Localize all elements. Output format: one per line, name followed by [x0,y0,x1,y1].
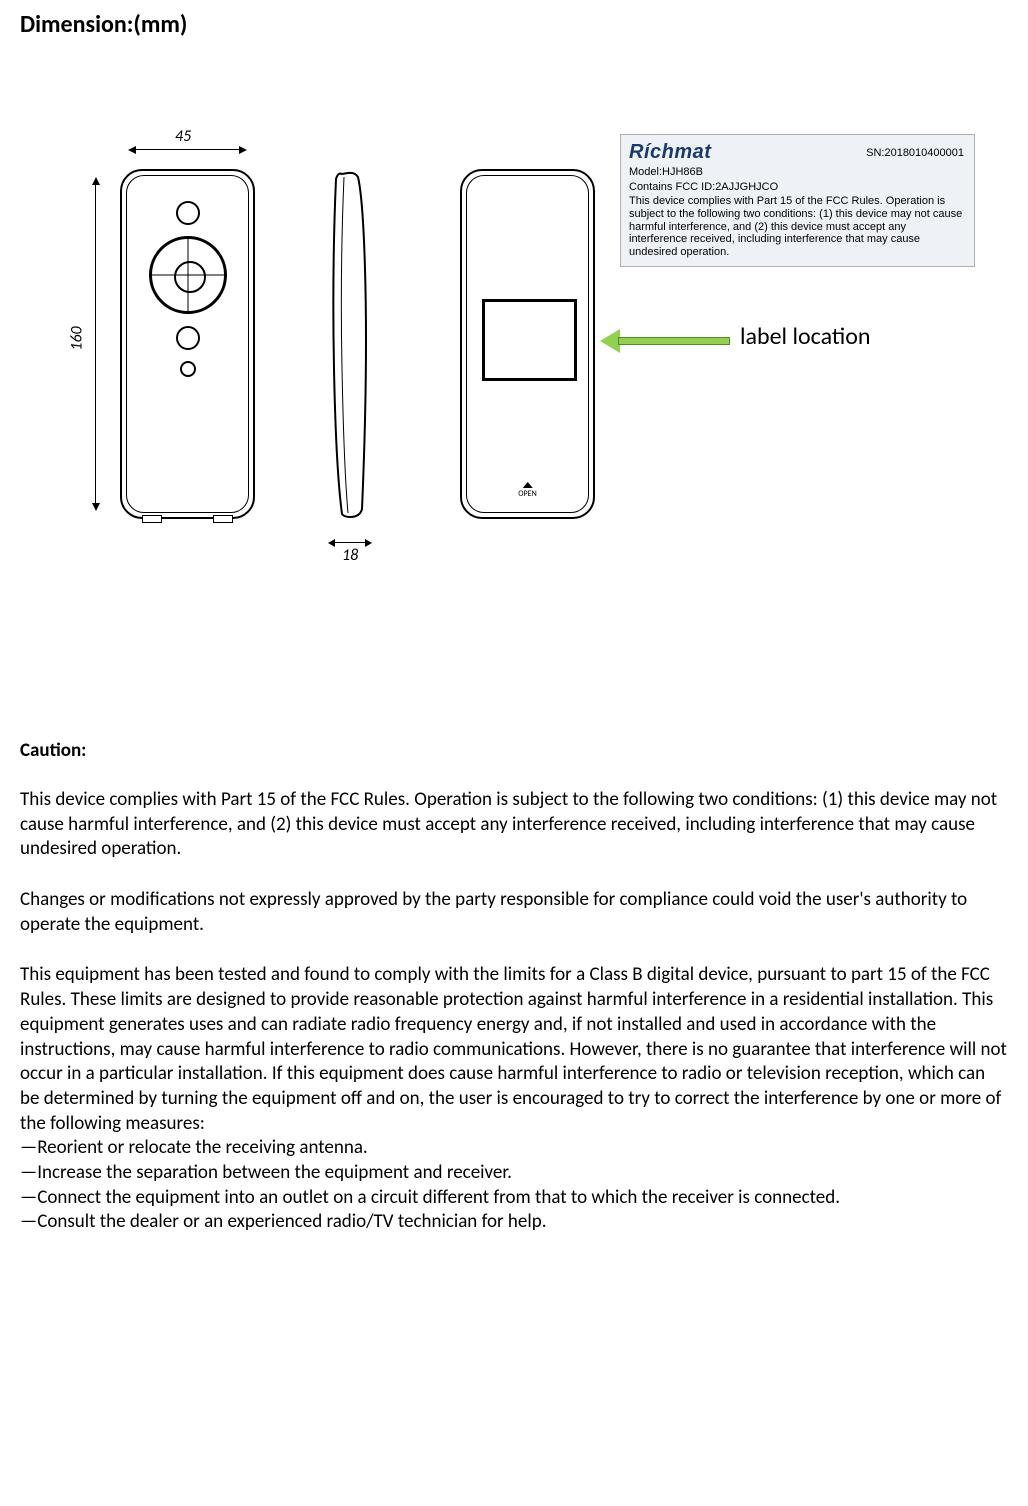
remote-back-outline: OPEN [460,169,595,519]
height-dimension-line [95,179,96,509]
measure-3: —Connect the equipment into an outlet on… [20,1186,1008,1211]
remote-back-view: OPEN [460,169,595,519]
foot-right [213,515,233,523]
caution-heading: Caution: [20,739,1008,762]
depth-dimension-line [330,542,370,543]
top-button-icon [176,201,200,225]
label-placement-box [482,299,577,381]
small-button-icon [180,361,196,377]
caution-paragraph-3: This equipment has been tested and found… [20,963,1008,1136]
model-line: Model:HJH86B [629,166,966,179]
measure-1: —Reorient or relocate the receiving ante… [20,1136,1008,1161]
side-profile-icon [330,169,370,519]
fcc-compliance-text: This device complies with Part 15 of the… [629,195,966,258]
width-dimension-line [130,149,245,150]
fccid-line: Contains FCC ID:2AJJGHJCO [629,181,966,194]
caution-paragraph-2: Changes or modifications not expressly a… [20,888,1008,937]
serial-number: SN:2018010400001 [866,147,964,159]
remote-front-view: 45 160 [120,169,255,519]
page-title: Dimension:(mm) [20,10,1008,39]
depth-dimension-value: 18 [342,546,358,565]
foot-left [142,515,162,523]
label-location-text: label location [740,322,871,351]
measure-2: —Increase the separation between the equ… [20,1161,1008,1186]
fcc-compliance-label: Ríchmat SN:2018010400001 Model:HJH86B Co… [620,134,975,267]
height-dimension-value: 160 [68,326,87,350]
remote-front-outline [120,169,255,519]
remote-side-view: 18 [330,169,370,519]
nav-wheel-icon [149,236,227,314]
dimension-figure: 45 160 18 OPEN [20,139,1008,639]
middle-button-icon [176,326,200,350]
remote-side-outline [330,169,370,519]
width-dimension-value: 45 [175,127,191,146]
open-arrow-icon: OPEN [518,482,537,499]
label-location-arrow-icon [600,329,730,349]
measure-4: —Consult the dealer or an experienced ra… [20,1210,1008,1235]
caution-paragraph-1: This device complies with Part 15 of the… [20,788,1008,862]
